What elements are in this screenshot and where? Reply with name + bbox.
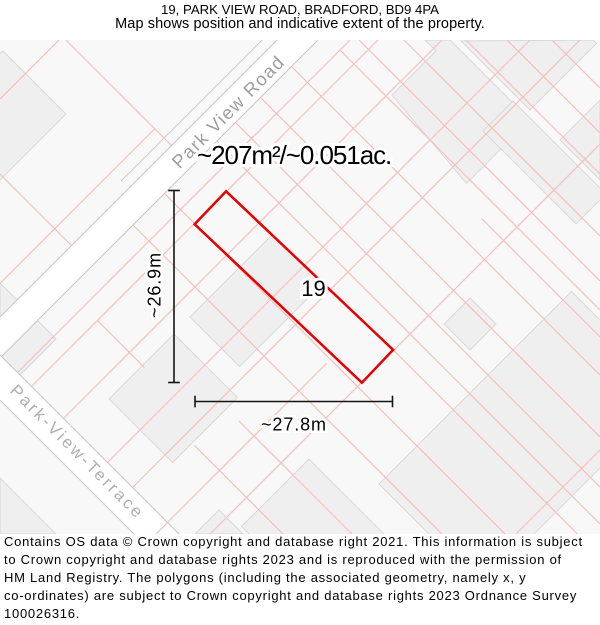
svg-text:~207m²/~0.051ac.: ~207m²/~0.051ac. — [197, 140, 391, 170]
svg-text:19: 19 — [301, 276, 325, 301]
svg-text:~26.9m: ~26.9m — [145, 252, 165, 318]
svg-text:~27.8m: ~27.8m — [261, 415, 327, 435]
